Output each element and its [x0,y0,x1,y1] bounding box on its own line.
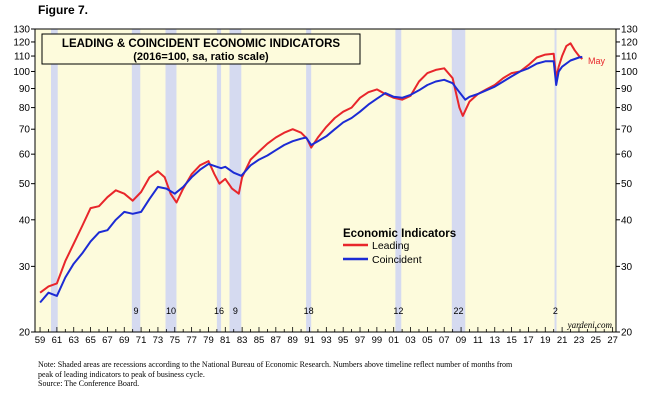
y-tick-label-right: 90 [621,84,633,95]
x-tick-label: 01 [388,335,399,346]
x-tick-label: 79 [203,335,214,346]
line-chart: 9 10 16 9 18 12 22 2 20304050607080901001101201… [13,25,638,347]
recession-band [216,29,222,332]
x-tick-label: 15 [506,335,517,346]
lead-months-label: 2 [553,306,558,316]
x-tick-label: 69 [119,335,130,346]
x-tick-label: 03 [405,335,416,346]
x-tick-label: 23 [574,335,585,346]
x-tick-label: 71 [136,335,147,346]
y-tick-label-right: 40 [621,215,633,226]
y-tick-label-left: 70 [19,125,31,136]
lead-months-label: 12 [393,306,403,316]
lead-months-label: 9 [233,306,238,316]
x-tick-label: 81 [220,335,231,346]
lead-months-label: 16 [214,306,224,316]
recession-band [554,29,557,332]
x-tick-label: 91 [304,335,315,346]
x-tick-label: 17 [523,335,534,346]
y-tick-label-right: 30 [621,262,633,273]
x-tick-label: 11 [473,335,483,346]
footnote: Note: Shaded areas are recessions accord… [38,360,638,389]
title-box [41,33,361,65]
lead-months-label: 22 [454,306,464,316]
note-line: peak of leading indicators to peak of bu… [38,369,205,379]
x-tick-label: 63 [68,335,79,346]
figure-label: Figure 7. [38,3,89,17]
plot-background [35,29,616,332]
x-tick-label: 13 [489,335,500,346]
legend-label-coincident: Coincident [372,254,422,266]
x-tick-label: 95 [338,335,349,346]
recession-band [165,29,177,332]
x-tick-label: 73 [153,335,164,346]
legend-label-leading: Leading [372,240,410,252]
y-tick-label-left: 90 [19,84,31,95]
x-tick-label: 75 [169,335,180,346]
recession-band [229,29,242,332]
x-tick-label: 25 [591,335,602,346]
x-tick-label: 99 [372,335,383,346]
x-tick-label: 07 [439,335,450,346]
y-tick-label-left: 50 [19,179,31,190]
lead-months-label: 9 [134,306,139,316]
y-tick-label-right: 50 [621,179,633,190]
recession-band [451,29,466,332]
y-tick-label-right: 130 [621,25,638,36]
x-tick-label: 61 [52,335,63,346]
y-tick-label-left: 60 [19,150,31,161]
chart-subtitle: (2016=100, sa, ratio scale) [133,51,269,63]
y-tick-label-right: 100 [621,67,638,78]
recession-band [50,29,58,332]
lead-months-label: 10 [166,306,176,316]
source-tag: yardeni.com [567,320,613,330]
y-tick-label-left: 120 [13,37,30,48]
x-tick-label: 09 [456,335,467,346]
x-tick-label: 89 [287,335,298,346]
x-tick-label: 87 [271,335,282,346]
legend-title: Economic Indicators [343,228,456,240]
y-tick-label-right: 70 [621,125,633,136]
x-tick-label: 19 [540,335,551,346]
x-tick-label: 85 [254,335,265,346]
recession-band [395,29,402,332]
recession-band [131,29,141,332]
x-tick-label: 93 [321,335,332,346]
y-tick-label-left: 80 [19,103,31,114]
plot-frame [34,28,617,333]
x-tick-label: 77 [186,335,197,346]
x-tick-label: 83 [237,335,248,346]
note-line: Note: Shaded areas are recessions accord… [38,360,513,369]
series-line-coincident [39,55,583,304]
may-annotation: May [588,56,606,66]
y-tick-label-right: 80 [621,103,633,114]
recession-band [306,29,312,332]
x-tick-label: 97 [355,335,366,346]
x-tick-label: 67 [102,335,113,346]
y-tick-label-left: 20 [19,328,31,339]
x-tick-label: 21 [557,335,568,346]
y-tick-label-left: 40 [19,215,31,226]
x-tick-label: 59 [35,335,46,346]
y-tick-label-left: 110 [14,52,30,63]
x-tick-label: 27 [607,335,618,346]
x-tick-label: 05 [422,335,433,346]
y-tick-label-left: 100 [13,67,30,78]
y-tick-label-right: 110 [621,52,637,63]
y-tick-label-left: 30 [19,262,31,273]
note-line: Source: The Conference Board. [38,379,140,388]
y-tick-label-right: 20 [621,328,633,339]
lead-months-label: 18 [304,306,314,316]
y-tick-label-right: 120 [621,37,638,48]
x-tick-label: 65 [85,335,96,346]
y-tick-label-right: 60 [621,150,633,161]
chart-title: LEADING & COINCIDENT ECONOMIC INDICATORS [62,38,340,50]
y-tick-label-left: 130 [13,25,30,36]
